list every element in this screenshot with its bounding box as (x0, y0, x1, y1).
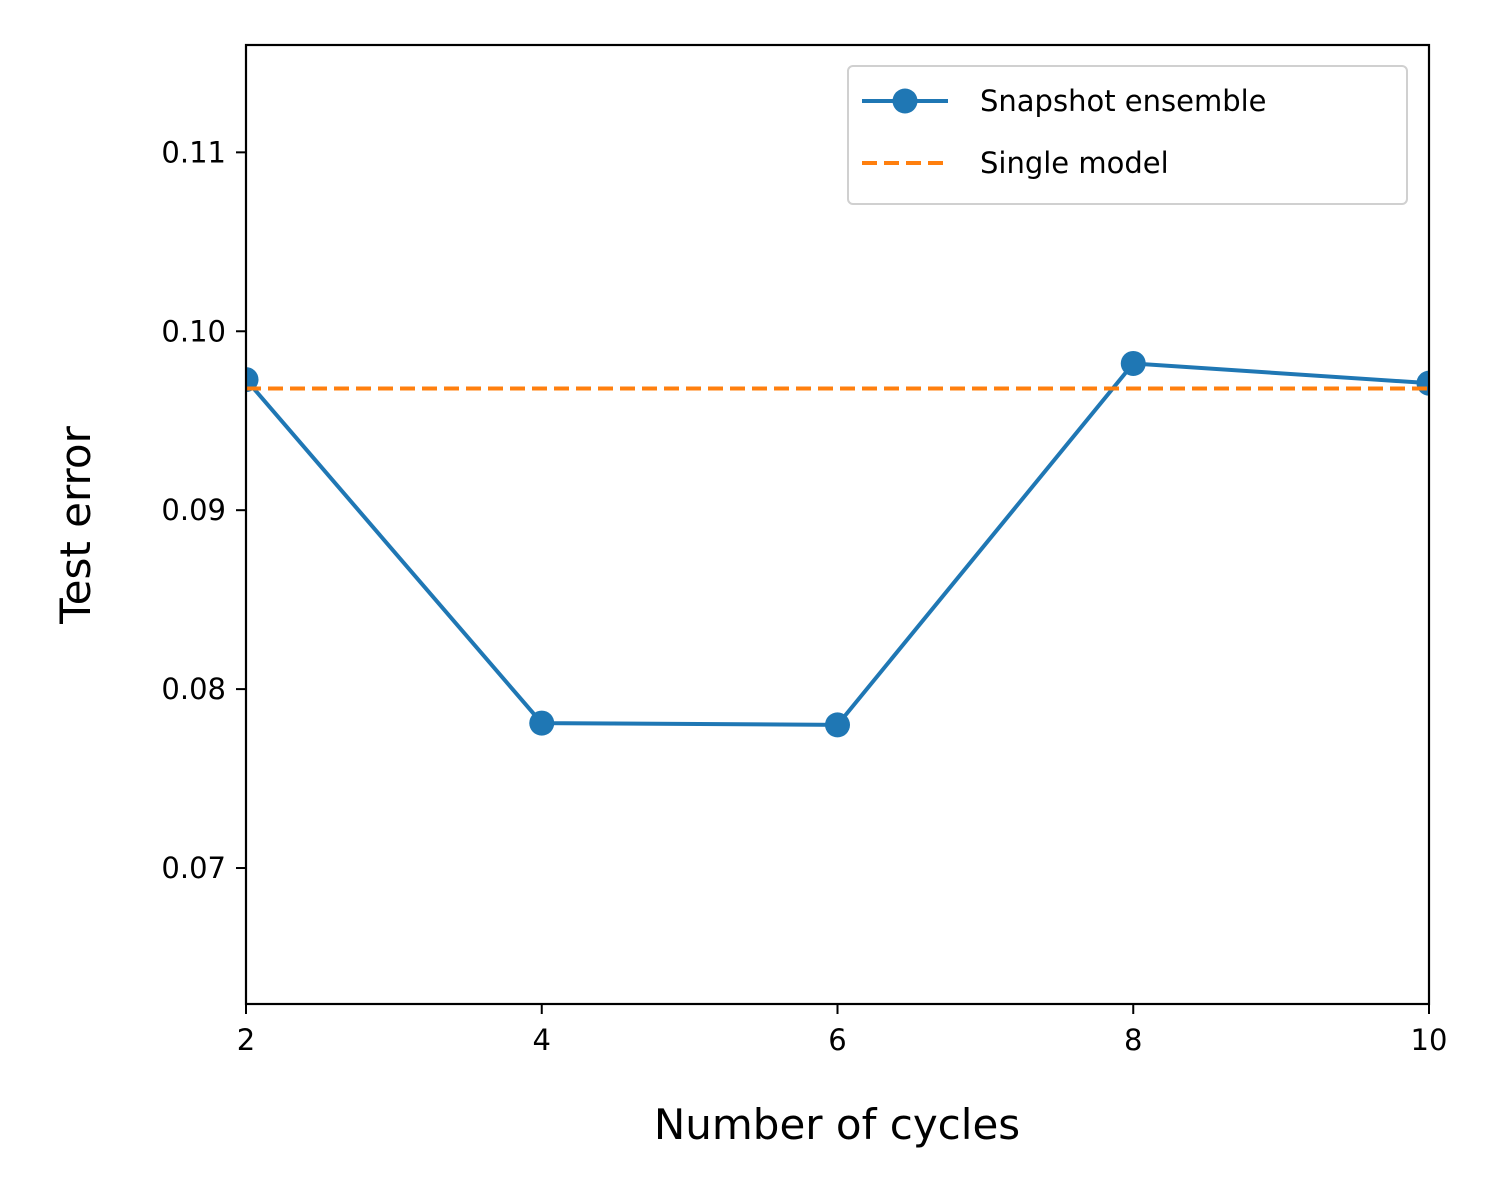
y-tick-label: 0.08 (161, 672, 226, 706)
legend: Snapshot ensemble Single model (847, 65, 1408, 205)
y-axis-title: Test error (51, 425, 100, 624)
y-tick-label: 0.07 (161, 851, 226, 885)
axes: 2 4 6 8 10 0.07 0.08 0.09 0.10 0.11 (161, 43, 1448, 1057)
x-tick-label: 10 (1411, 1023, 1448, 1057)
data-point (246, 367, 259, 393)
plot-area (246, 350, 1429, 738)
y-tick-label: 0.10 (161, 314, 226, 348)
legend-marker (892, 88, 918, 114)
legend-label-2: Single model (980, 146, 1169, 180)
data-point (825, 712, 850, 738)
x-axis-title: Number of cycles (654, 1100, 1020, 1149)
y-tick-label: 0.09 (161, 493, 226, 527)
legend-label-1: Snapshot ensemble (980, 84, 1267, 118)
data-point (1120, 350, 1146, 376)
x-tick-label: 4 (533, 1023, 551, 1057)
legend-box (847, 65, 1408, 205)
x-tick-label: 2 (237, 1023, 255, 1057)
y-tick-label: 0.11 (161, 135, 226, 169)
x-tick-label: 6 (828, 1023, 846, 1057)
data-point (529, 710, 555, 736)
series-group (246, 350, 1429, 738)
x-tick-label: 8 (1124, 1023, 1142, 1057)
